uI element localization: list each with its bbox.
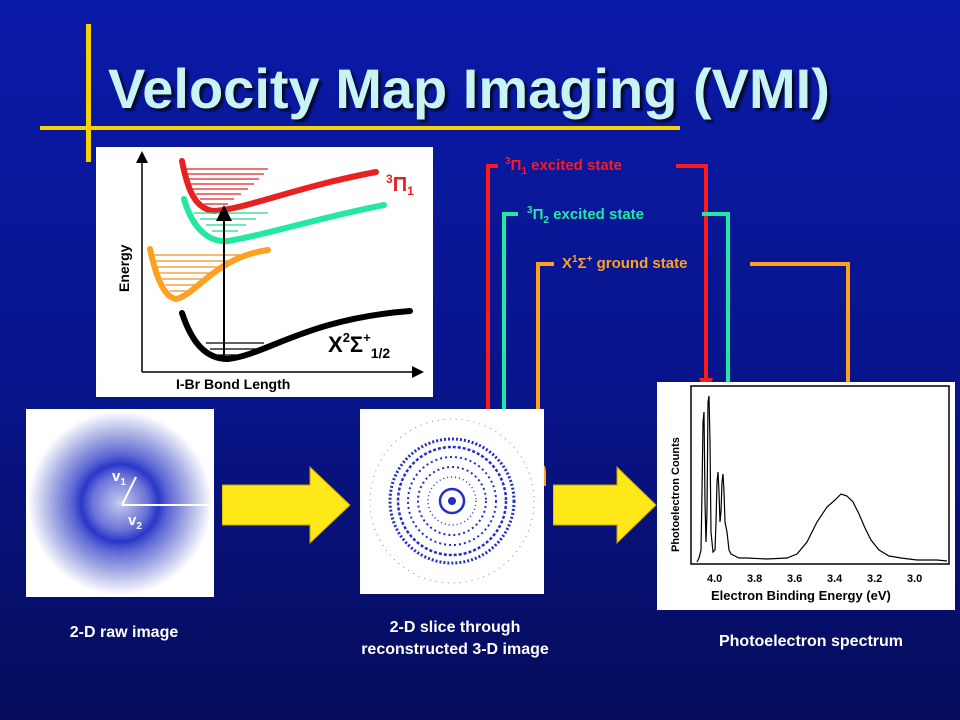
upper-state-label: 3Π1 (386, 172, 414, 198)
page-title: Velocity Map Imaging (VMI) (108, 57, 830, 120)
green-connector (502, 212, 730, 468)
raw-image-label: 2-D raw image (69, 624, 179, 641)
spectrum-trace (696, 395, 948, 563)
energy-axis-label: Energy (116, 244, 132, 292)
flow-arrow-2 (553, 465, 657, 545)
slice-image-label: 2-D slice through reconstructed 3-D imag… (361, 619, 549, 658)
spectrum-y-axis-label: Photoelectron Counts (670, 437, 682, 552)
spectrum-tick-4: 3.2 (867, 573, 882, 585)
green-potential-curve (181, 196, 387, 245)
spectrum-label: Photoelectron spectrum (718, 633, 904, 650)
decorative-horizontal-line (40, 126, 680, 130)
orange-potential-hatching (152, 254, 244, 292)
decorative-vertical-line (86, 24, 91, 162)
red-potential-hatching (184, 168, 268, 205)
spectrum-tick-1: 3.8 (747, 573, 762, 585)
v2-label: v2 (128, 512, 142, 532)
ground-potential-curve (179, 308, 413, 363)
flow-arrow-1 (222, 465, 351, 545)
spectrum-tick-0: 4.0 (707, 573, 722, 585)
slice-image (369, 418, 535, 584)
state-label-ground: X1Σ+ ground state (562, 254, 688, 272)
raw-image-panel: v1 v2 (26, 409, 214, 597)
spectrum-panel: Photoelectron Counts 4.0 3.8 3.6 3.4 3.2… (657, 382, 955, 610)
orange-potential-curve (147, 246, 271, 303)
spectrum-chart: Photoelectron Counts 4.0 3.8 3.6 3.4 3.2… (670, 385, 950, 603)
state-label-pi2: 3Π2 excited state (527, 205, 645, 226)
red-connector (486, 164, 708, 468)
v1-label: v1 (112, 468, 126, 488)
spectrum-tick-2: 3.6 (787, 573, 802, 585)
raw-image: v1 v2 (28, 411, 212, 595)
spectrum-tick-5: 3.0 (907, 573, 922, 585)
spectrum-tick-3: 3.4 (827, 573, 843, 585)
state-label-pi1: 3Π1 excited state (505, 156, 623, 177)
bond-length-axis-label: I-Br Bond Length (176, 376, 290, 392)
energy-diagram: Energy I-Br Bond Length (116, 151, 424, 392)
v1-vector (121, 476, 137, 506)
energy-diagram-panel: Energy I-Br Bond Length (96, 147, 433, 397)
ground-state-label: X2Σ+1/2 (328, 330, 390, 361)
slice-image-panel (360, 409, 544, 594)
spectrum-x-axis-label: Electron Binding Energy (eV) (711, 588, 891, 603)
